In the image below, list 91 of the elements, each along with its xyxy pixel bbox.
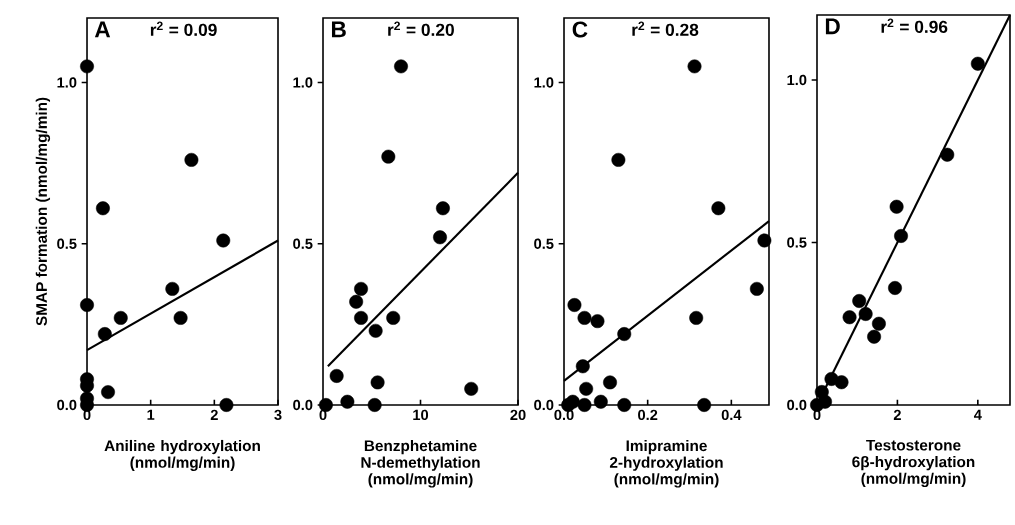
point xyxy=(318,398,333,412)
point xyxy=(711,201,726,216)
point xyxy=(575,359,590,374)
annotation: D xyxy=(825,18,840,35)
point xyxy=(871,316,886,331)
point xyxy=(386,310,401,325)
point xyxy=(867,329,882,344)
point xyxy=(80,298,94,312)
point xyxy=(381,149,396,164)
point xyxy=(165,281,180,296)
point xyxy=(394,59,408,74)
point xyxy=(611,152,626,167)
y-tick-label: 0.0 xyxy=(534,399,554,411)
point xyxy=(219,398,234,412)
point xyxy=(435,201,450,216)
point xyxy=(749,281,764,296)
point xyxy=(810,398,824,412)
point xyxy=(567,298,582,312)
point xyxy=(579,381,594,396)
point xyxy=(464,381,479,396)
x-tick-label: 2 xyxy=(210,409,218,420)
point xyxy=(603,375,617,390)
point xyxy=(593,394,608,409)
x-tick-label: 20 xyxy=(510,409,526,421)
y-tick-label: 0.5 xyxy=(293,238,313,249)
point xyxy=(689,310,704,325)
point xyxy=(101,385,115,400)
y-tick-label: 0.0 xyxy=(787,399,807,411)
x-tick-label: 0 xyxy=(319,409,327,421)
point xyxy=(697,398,712,412)
point xyxy=(113,310,128,325)
x-tick-label: 10 xyxy=(413,409,429,421)
point xyxy=(433,230,447,245)
point xyxy=(970,56,985,71)
y-tick-label: 0.0 xyxy=(293,399,313,411)
point xyxy=(184,152,199,167)
point xyxy=(370,375,385,390)
point xyxy=(329,369,344,383)
annotation: A xyxy=(94,21,111,38)
y-tick-label: 0.5 xyxy=(787,237,807,248)
point xyxy=(940,147,955,162)
point xyxy=(354,310,368,325)
x-tick-label: 2 xyxy=(893,409,901,420)
annotation: r$^{2}$ = 0.20 xyxy=(388,21,454,36)
y-tick-label: 1.0 xyxy=(787,74,807,86)
point xyxy=(577,310,592,325)
point xyxy=(97,327,112,341)
annotation: r$^{2}$ = 0.09 xyxy=(150,21,217,36)
x-tick-label: 0.4 xyxy=(721,409,742,421)
point xyxy=(888,281,902,295)
y-tick-label: 0.5 xyxy=(57,238,77,249)
point xyxy=(590,314,605,329)
point xyxy=(216,233,231,248)
point xyxy=(368,323,383,338)
y-axis-title: SMAP formation (nmol/mg/min) xyxy=(35,97,51,326)
point xyxy=(894,229,908,243)
x-tick-label: 4 xyxy=(973,409,982,420)
annotation: B xyxy=(331,21,346,38)
point xyxy=(173,310,188,325)
y-tick-label: 1.0 xyxy=(293,77,313,88)
x-tick-label: 0.2 xyxy=(638,409,658,421)
point xyxy=(889,199,904,214)
point xyxy=(95,201,110,216)
point xyxy=(577,398,592,412)
point xyxy=(367,398,382,412)
annotation: C xyxy=(572,21,588,38)
point xyxy=(354,281,368,296)
x-axis-title: Imipramine 2-hydroxylation (nmol/mg/min) xyxy=(609,439,723,488)
x-axis-title: Aniline hydroxylation (nmol/mg/min) xyxy=(104,439,260,471)
point xyxy=(852,294,867,308)
point xyxy=(340,394,355,409)
x-tick-label: 0.0 xyxy=(554,409,574,421)
point xyxy=(617,398,632,412)
y-tick-label: 1.0 xyxy=(534,77,554,88)
x-axis-title: Testosterone 6β-hydroxylation (nmol/mg/min) xyxy=(852,439,975,488)
y-tick-label: 0.0 xyxy=(57,399,77,411)
y-tick-label: 1.0 xyxy=(57,77,77,88)
point xyxy=(617,327,632,341)
y-tick-label: 0.5 xyxy=(534,238,554,249)
point xyxy=(687,59,702,74)
point xyxy=(824,372,839,386)
x-tick-label: 3 xyxy=(274,409,282,421)
annotation: r$^{2}$ = 0.96 xyxy=(881,18,948,33)
point xyxy=(842,310,857,325)
point xyxy=(858,307,873,321)
point xyxy=(349,294,364,309)
point xyxy=(80,59,94,74)
x-tick-label: 1 xyxy=(147,409,155,420)
x-axis-title: Benzphetamine N-demethylation (nmol/mg/min) xyxy=(361,439,480,488)
point xyxy=(757,233,772,248)
annotation: r$^{2}$ = 0.28 xyxy=(632,21,699,36)
